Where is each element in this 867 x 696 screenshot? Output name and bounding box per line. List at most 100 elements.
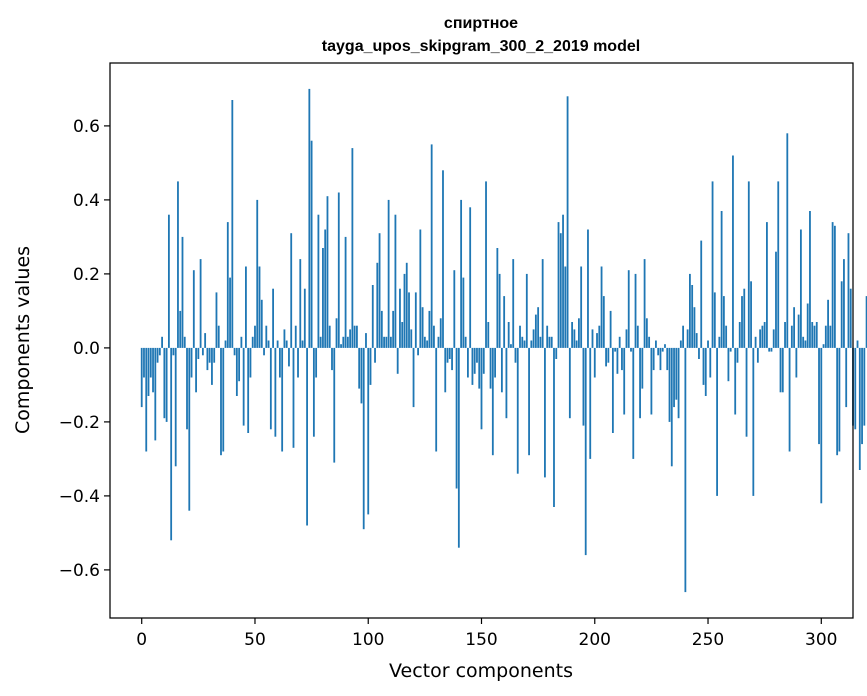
bar-77 bbox=[315, 347, 318, 378]
bar-162 bbox=[507, 322, 510, 348]
bar-29 bbox=[206, 347, 209, 371]
bar-293 bbox=[804, 340, 807, 348]
bar-136 bbox=[448, 347, 451, 359]
bar-265 bbox=[741, 296, 743, 348]
bar-104 bbox=[376, 262, 379, 348]
bar-114 bbox=[399, 288, 401, 348]
bar-4 bbox=[149, 347, 152, 378]
bar-212 bbox=[621, 347, 623, 371]
bar-65 bbox=[288, 347, 290, 367]
bar-221 bbox=[641, 347, 644, 389]
bar-58 bbox=[272, 288, 274, 348]
x-axis: 0 50 100 150 200 250 300 bbox=[136, 618, 838, 650]
bar-292 bbox=[802, 336, 805, 348]
bar-193 bbox=[578, 318, 580, 348]
bar-255 bbox=[718, 336, 721, 348]
bar-272 bbox=[756, 347, 759, 363]
y-tick-label: −0.6 bbox=[59, 561, 100, 581]
bar-158 bbox=[498, 273, 501, 348]
bar-171 bbox=[528, 347, 530, 456]
bar-135 bbox=[446, 347, 449, 363]
x-tick-label: 0 bbox=[136, 630, 147, 650]
bar-15 bbox=[174, 347, 177, 467]
bar-148 bbox=[476, 347, 478, 363]
bar-126 bbox=[426, 340, 429, 348]
bar-170 bbox=[525, 273, 528, 348]
bar-138 bbox=[453, 270, 456, 348]
bar-152 bbox=[485, 181, 487, 348]
bar-87 bbox=[337, 192, 340, 348]
bar-101 bbox=[369, 347, 372, 385]
bar-320 bbox=[865, 296, 867, 348]
bar-169 bbox=[523, 340, 526, 348]
bar-178 bbox=[544, 347, 546, 478]
bar-231 bbox=[664, 344, 666, 348]
bar-74 bbox=[308, 88, 311, 348]
bar-302 bbox=[824, 325, 827, 348]
bar-266 bbox=[743, 288, 746, 348]
bar-30 bbox=[208, 347, 211, 363]
bar-286 bbox=[788, 347, 791, 452]
bar-90 bbox=[344, 236, 347, 348]
bar-279 bbox=[772, 329, 775, 348]
bar-132 bbox=[439, 318, 442, 348]
bar-36 bbox=[222, 347, 225, 452]
bar-201 bbox=[596, 333, 598, 348]
bar-230 bbox=[661, 347, 664, 352]
bar-60 bbox=[276, 340, 279, 348]
bar-250 bbox=[707, 340, 709, 348]
bar-229 bbox=[659, 347, 662, 371]
bar-214 bbox=[625, 329, 628, 348]
bar-262 bbox=[734, 347, 737, 415]
bar-199 bbox=[591, 329, 594, 348]
y-axis: −0.6 −0.4 −0.2 0.0 0.2 0.4 0.6 bbox=[59, 117, 110, 581]
bar-249 bbox=[704, 347, 707, 396]
bar-68 bbox=[294, 325, 297, 348]
bar-96 bbox=[358, 347, 361, 389]
bar-218 bbox=[634, 273, 637, 348]
bar-19 bbox=[183, 336, 186, 348]
bar-234 bbox=[670, 347, 673, 467]
bar-42 bbox=[235, 347, 238, 396]
bar-253 bbox=[713, 292, 716, 348]
bar-78 bbox=[317, 214, 320, 348]
bar-64 bbox=[285, 340, 288, 348]
bar-219 bbox=[636, 325, 639, 348]
bar-47 bbox=[247, 347, 250, 433]
bar-305 bbox=[831, 222, 834, 348]
bar-156 bbox=[494, 347, 496, 378]
bar-306 bbox=[833, 225, 836, 348]
bar-1 bbox=[143, 347, 145, 378]
bar-183 bbox=[555, 347, 558, 359]
bar-196 bbox=[584, 347, 587, 556]
bar-228 bbox=[657, 347, 660, 356]
bar-160 bbox=[503, 296, 506, 348]
bar-107 bbox=[383, 336, 385, 348]
bar-224 bbox=[648, 336, 651, 348]
bar-89 bbox=[342, 336, 345, 348]
bar-318 bbox=[861, 347, 863, 445]
bar-24 bbox=[195, 347, 197, 393]
bar-88 bbox=[340, 344, 342, 348]
bar-99 bbox=[365, 333, 367, 348]
bar-0 bbox=[140, 347, 143, 408]
bar-184 bbox=[557, 222, 560, 348]
bar-304 bbox=[829, 325, 832, 348]
bar-146 bbox=[471, 347, 474, 385]
bar-83 bbox=[328, 325, 331, 348]
bar-61 bbox=[278, 347, 281, 378]
bar-248 bbox=[702, 347, 705, 385]
bar-147 bbox=[473, 347, 476, 374]
bar-38 bbox=[226, 222, 229, 348]
bar-116 bbox=[403, 273, 406, 348]
x-axis-label: Vector components bbox=[389, 660, 573, 682]
bar-290 bbox=[797, 314, 800, 348]
bar-182 bbox=[553, 347, 555, 507]
bar-181 bbox=[550, 336, 553, 348]
bar-298 bbox=[815, 322, 818, 348]
bar-86 bbox=[335, 318, 338, 348]
bar-261 bbox=[732, 155, 734, 348]
bar-252 bbox=[711, 181, 714, 348]
bar-203 bbox=[600, 266, 603, 348]
